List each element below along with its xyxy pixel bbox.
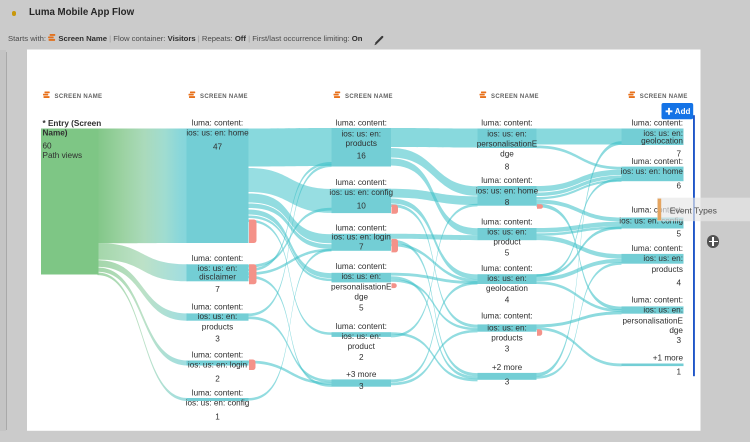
svg-text:luma: content:: luma: content: — [336, 118, 387, 127]
svg-text:7: 7 — [676, 150, 681, 159]
svg-text:product: product — [348, 342, 376, 351]
svg-text:luma: content:: luma: content: — [481, 217, 532, 226]
svg-text:products: products — [491, 333, 522, 342]
svg-text:4: 4 — [505, 295, 510, 304]
svg-text:ios: us: en: home: ios: us: en: home — [621, 167, 684, 176]
svg-text:+2 more: +2 more — [492, 363, 523, 372]
svg-text:personalisationE: personalisationE — [477, 139, 538, 148]
svg-text:ios: us: en: config: ios: us: en: config — [619, 216, 683, 225]
svg-text:luma: content:: luma: content: — [336, 178, 387, 187]
svg-text:2: 2 — [215, 374, 220, 383]
svg-text:6: 6 — [676, 181, 681, 190]
svg-text:luma: content:: luma: content: — [632, 157, 683, 166]
svg-text:luma: content:: luma: content: — [632, 119, 683, 128]
svg-text:ios: us: en:: ios: us: en: — [643, 305, 683, 314]
svg-text:ios: us: en:: ios: us: en: — [341, 129, 381, 138]
svg-text:luma: content:: luma: content: — [336, 262, 387, 271]
svg-text:ios: us: en:: ios: us: en: — [487, 274, 527, 283]
svg-text:3: 3 — [505, 378, 510, 387]
svg-text:ios: us: en:: ios: us: en: — [487, 227, 527, 236]
svg-text:Path views: Path views — [43, 151, 83, 160]
svg-text:SCREEN NAME: SCREEN NAME — [200, 94, 248, 100]
svg-text:dge: dge — [500, 149, 514, 158]
svg-text:60: 60 — [43, 141, 53, 150]
svg-text:ios: us: en: home: ios: us: en: home — [186, 129, 249, 138]
svg-text:ios: us: en:: ios: us: en: — [487, 323, 527, 332]
svg-text:8: 8 — [505, 162, 510, 171]
svg-text:1: 1 — [676, 367, 681, 376]
svg-text:8: 8 — [505, 198, 510, 207]
svg-text:ios: us: en:: ios: us: en: — [341, 272, 381, 281]
svg-text:dge: dge — [354, 292, 368, 301]
svg-text:luma: content:: luma: content: — [336, 223, 387, 232]
svg-text:5: 5 — [359, 303, 364, 312]
svg-text:7: 7 — [359, 243, 364, 252]
svg-text:ios: us: en:: ios: us: en: — [643, 254, 683, 263]
svg-text:personalisationE: personalisationE — [331, 282, 392, 291]
svg-text:10: 10 — [357, 201, 367, 210]
svg-text:luma: content:: luma: content: — [192, 302, 243, 311]
svg-text:47: 47 — [213, 142, 223, 151]
svg-text:luma: content:: luma: content: — [192, 350, 243, 359]
svg-text:luma: content:: luma: content: — [632, 244, 683, 253]
svg-text:luma: content:: luma: content: — [192, 388, 243, 397]
svg-text:personalisationE: personalisationE — [622, 316, 683, 325]
svg-text:luma: content:: luma: content: — [481, 311, 532, 320]
svg-text:Add: Add — [675, 107, 691, 116]
svg-text:luma: content:: luma: content: — [481, 118, 532, 127]
svg-text:geolocation: geolocation — [641, 137, 683, 146]
svg-text:3: 3 — [505, 344, 510, 353]
svg-text:products: products — [652, 265, 683, 274]
svg-text:dge: dge — [669, 326, 683, 335]
svg-text:ios: us: en: config: ios: us: en: config — [186, 398, 250, 407]
svg-text:SCREEN NAME: SCREEN NAME — [345, 94, 393, 100]
svg-text:ios: us: en: home: ios: us: en: home — [476, 186, 539, 195]
svg-text:ios: us: en:: ios: us: en: — [198, 264, 238, 273]
svg-text:Name): Name) — [43, 128, 68, 137]
svg-text:2: 2 — [359, 353, 364, 362]
svg-text:luma: content:: luma: content: — [336, 322, 387, 331]
svg-text:+1 more: +1 more — [653, 353, 684, 362]
svg-text:ios: us: en:: ios: us: en: — [198, 312, 238, 321]
svg-text:+3 more: +3 more — [346, 370, 377, 379]
svg-text:luma: content:: luma: content: — [192, 254, 243, 263]
svg-text:1: 1 — [215, 412, 220, 421]
svg-text:luma: content:: luma: content: — [481, 264, 532, 273]
svg-text:ios: us: en: login: ios: us: en: login — [332, 232, 392, 241]
svg-text:disclaimer: disclaimer — [199, 273, 236, 282]
svg-text:7: 7 — [215, 285, 220, 294]
svg-text:products: products — [202, 322, 233, 331]
svg-text:16: 16 — [357, 151, 367, 160]
svg-text:3: 3 — [676, 336, 681, 345]
svg-text:ios: us: en: login: ios: us: en: login — [188, 360, 248, 369]
svg-text:products: products — [346, 139, 377, 148]
svg-text:ios: us: en:: ios: us: en: — [643, 129, 683, 138]
svg-text:luma: content:: luma: content: — [632, 295, 683, 304]
svg-text:SCREEN NAME: SCREEN NAME — [640, 94, 688, 100]
svg-text:5: 5 — [676, 229, 681, 238]
svg-text:ios: us: en: config: ios: us: en: config — [329, 188, 393, 197]
svg-text:Event Types: Event Types — [670, 206, 717, 216]
svg-text:5: 5 — [505, 248, 510, 257]
svg-text:ios: us: en:: ios: us: en: — [341, 332, 381, 341]
svg-text:4: 4 — [676, 278, 681, 287]
svg-text:luma: content:: luma: content: — [481, 176, 532, 185]
svg-text:SCREEN NAME: SCREEN NAME — [491, 94, 539, 100]
svg-text:3: 3 — [215, 334, 220, 343]
svg-text:ios: us: en:: ios: us: en: — [487, 129, 527, 138]
svg-text:3: 3 — [359, 382, 364, 391]
svg-text:product: product — [493, 237, 521, 246]
svg-text:* Entry (Screen: * Entry (Screen — [43, 119, 102, 128]
svg-text:luma: content:: luma: content: — [192, 118, 243, 127]
svg-text:geolocation: geolocation — [486, 284, 528, 293]
svg-text:SCREEN NAME: SCREEN NAME — [55, 94, 103, 100]
